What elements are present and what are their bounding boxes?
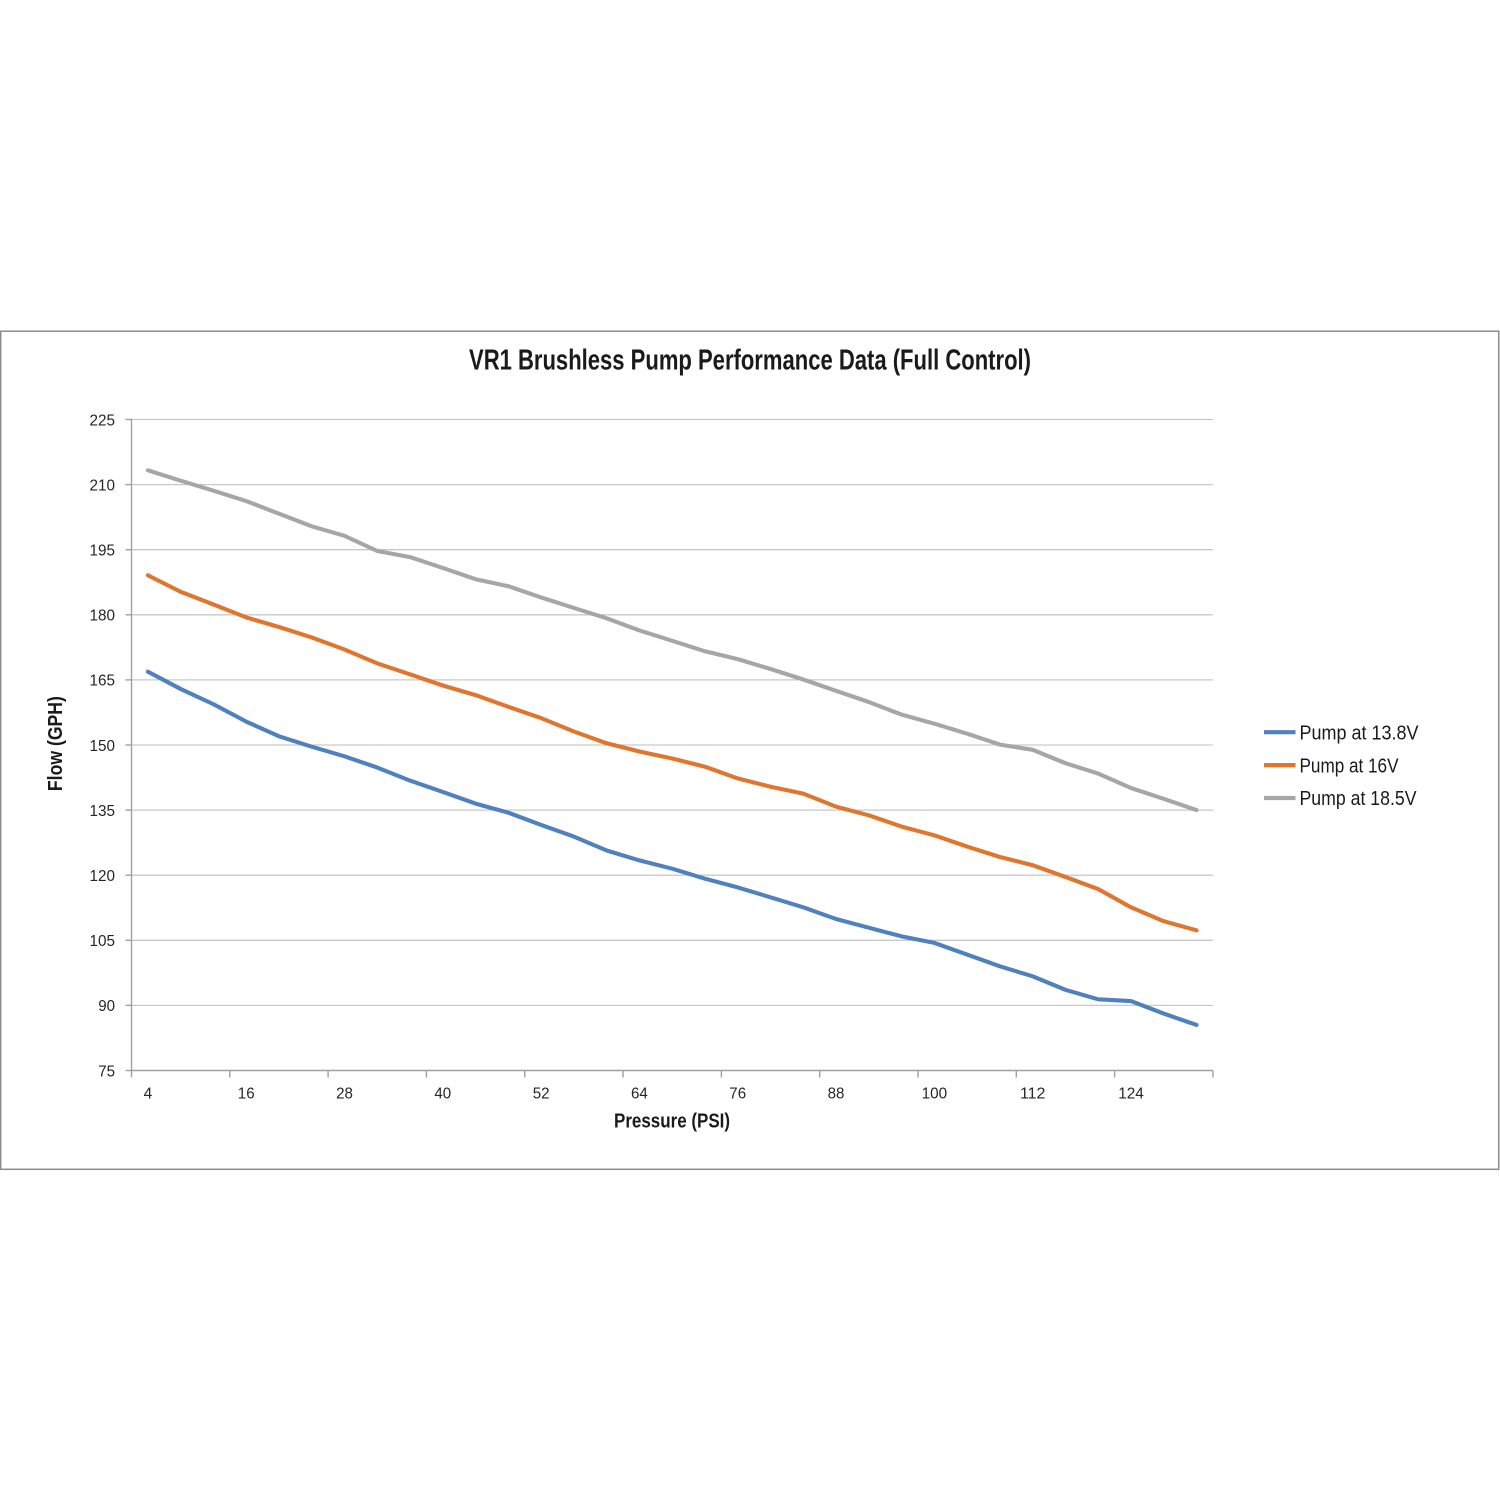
svg-text:28: 28 [336, 1085, 353, 1102]
svg-text:135: 135 [90, 803, 116, 820]
svg-text:90: 90 [98, 998, 115, 1015]
svg-text:124: 124 [1118, 1085, 1144, 1102]
svg-text:112: 112 [1020, 1085, 1046, 1102]
svg-text:Flow (GPH): Flow (GPH) [45, 696, 67, 791]
svg-text:Pump at 18.5V: Pump at 18.5V [1300, 788, 1418, 810]
svg-text:16: 16 [238, 1085, 255, 1102]
svg-text:52: 52 [533, 1085, 550, 1102]
svg-text:64: 64 [631, 1085, 648, 1102]
svg-text:4: 4 [144, 1085, 153, 1102]
svg-text:195: 195 [90, 543, 116, 560]
svg-text:Pump at 16V: Pump at 16V [1300, 755, 1400, 777]
svg-text:Pump at 13.8V: Pump at 13.8V [1300, 722, 1420, 744]
svg-text:210: 210 [90, 477, 116, 494]
svg-text:105: 105 [90, 933, 116, 950]
svg-text:75: 75 [98, 1063, 115, 1080]
svg-text:VR1 Brushless Pump Performance: VR1 Brushless Pump Performance Data (Ful… [469, 344, 1031, 376]
svg-text:100: 100 [922, 1085, 948, 1102]
svg-text:40: 40 [434, 1085, 451, 1102]
svg-text:120: 120 [90, 868, 116, 885]
svg-text:150: 150 [90, 738, 116, 755]
svg-text:88: 88 [828, 1085, 845, 1102]
svg-text:165: 165 [90, 673, 116, 690]
svg-text:76: 76 [729, 1085, 746, 1102]
svg-text:Pressure (PSI): Pressure (PSI) [614, 1111, 730, 1133]
svg-text:180: 180 [90, 608, 116, 625]
svg-text:225: 225 [90, 412, 116, 429]
